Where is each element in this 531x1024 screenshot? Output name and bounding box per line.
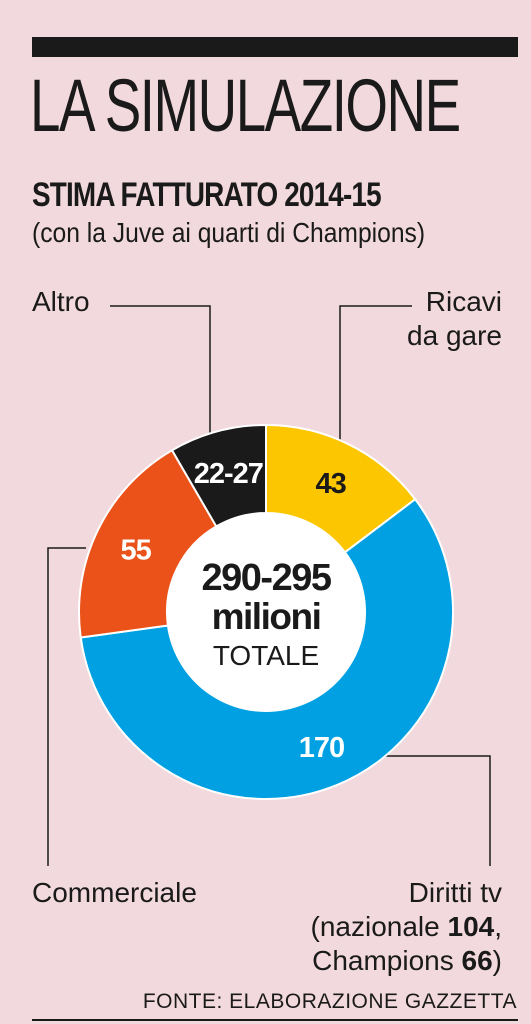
slice-label-commerciale: 55 [121,534,152,566]
slice-labels: 43 170 55 22-27 [121,458,348,764]
label-diritti-line2: (nazionale 104, [311,910,502,944]
diritti-nazionale-value: 104 [447,911,495,942]
leader-ricavi [339,305,412,442]
label-altro: Altro [32,286,90,317]
page-title: LA SIMULAZIONE [30,64,461,147]
leader-commerciale [47,547,86,866]
center-value: 290-295 [202,557,332,599]
slice-label-diritti-tv: 170 [299,732,344,764]
diritti-champions-value: 66 [461,945,493,976]
chart-subtitle: STIMA FATTURATO 2014-15 [32,176,382,214]
center-unit: milioni [212,596,321,637]
leader-lines [47,305,491,866]
top-bar [32,37,518,57]
label-ricavi: Ricavi da gare [407,285,502,353]
slice-label-ricavi-da-gare: 43 [315,468,346,500]
label-ricavi-line2: da gare [407,320,502,351]
leader-altro [110,305,211,442]
slice-label-altro: 22-27 [194,458,263,490]
label-commerciale: Commerciale [32,877,197,908]
center-label: TOTALE [213,640,319,671]
chart-note: (con la Juve ai quarti di Champions) [32,217,426,248]
diritti-champions-text: Champions [312,945,462,976]
diritti-comma: , [494,911,502,942]
diritti-paren: ) [492,945,502,976]
label-diritti-line1: Diritti tv [408,877,502,908]
donut-hole [167,513,365,711]
leader-diritti [385,755,491,866]
label-ricavi-line1: Ricavi [425,286,502,317]
diritti-nazionale-text: (nazionale [310,911,448,942]
source-credit: FONTE: ELABORAZIONE GAZZETTA [142,990,517,1013]
label-diritti: Diritti tv (nazionale 104, Champions 66) [311,876,502,978]
bottom-rule [32,1019,518,1021]
label-diritti-line3: Champions 66) [311,944,502,978]
